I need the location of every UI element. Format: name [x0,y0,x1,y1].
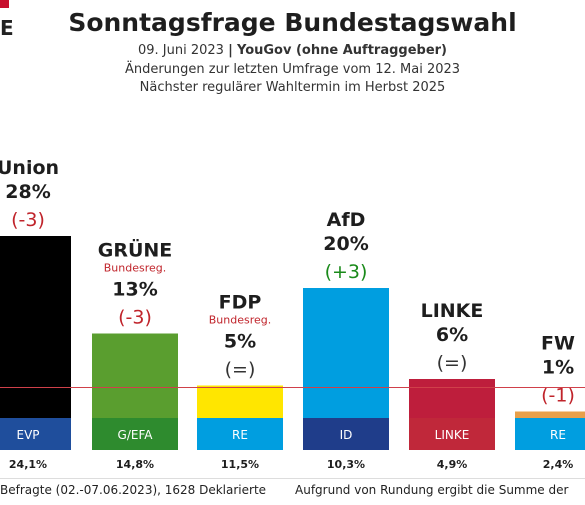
footer-rounding-note: Aufgrund von Rundung ergibt die Summe de… [295,483,569,497]
eu-group-label-fw: RE [550,428,566,442]
eu-group-box-linke [409,418,495,450]
changes-note: Änderungen zur letzten Umfrage vom 12. M… [124,62,461,77]
eu-value-afd: 10,3% [327,458,365,471]
eu-value-gr-ne: 14,8% [116,458,154,471]
gov-note-gr-ne: Bundesreg. [104,262,167,275]
change-label-afd: (+3) [325,261,368,283]
eu-group-label-fdp: RE [232,428,248,442]
eu-group-box-fdp [197,418,283,450]
eu-value-union: 24,1% [9,458,47,471]
footer-divider [0,478,585,479]
value-label-fdp: 5% [224,331,256,353]
gov-note-fdp: Bundesreg. [209,314,272,327]
change-label-fdp: (=) [225,359,256,381]
poll-source: YouGov (ohne Auftraggeber) [236,43,447,58]
party-label-afd: AfD [327,209,366,231]
separator: | [228,43,233,58]
eu-value-linke: 4,9% [437,458,468,471]
bar-fdp [197,385,283,418]
eu-group-box-fw [515,418,585,450]
value-label-fw: 1% [542,357,574,379]
next-election-note: Nächster regulärer Wahltermin im Herbst … [139,80,446,95]
change-label-fw: (-1) [541,385,575,407]
bar-fw [515,411,585,418]
eu-group-box-union [0,418,71,450]
change-label-gr-ne: (-3) [118,307,152,329]
value-label-afd: 20% [323,233,368,255]
eu-group-label-union: EVP [16,428,39,442]
bar-union [0,236,71,418]
logo-letter: E [0,16,14,40]
change-label-linke: (=) [437,352,468,374]
change-label-union: (-3) [11,209,45,231]
subtitle-date-source: 09. Juni 2023 | YouGov (ohne Auftraggebe… [0,43,585,58]
party-label-gr-ne: GRÜNE [98,238,173,262]
party-label-fw: FW [541,333,575,355]
bar-afd [303,288,389,418]
eu-value-fdp: 11,5% [221,458,259,471]
footer-sample-note: Befragte (02.-07.06.2023), 1628 Deklarie… [0,483,267,497]
party-label-fdp: FDP [219,292,262,314]
value-label-gr-ne: 13% [112,279,157,301]
bar-linke [409,379,495,418]
party-label-linke: LINKE [421,300,484,322]
value-label-linke: 6% [436,324,468,346]
eu-group-label-gr-ne: G/EFA [118,428,154,442]
chart-title: Sonntagsfrage Bundestagswahl [68,8,517,37]
eu-group-label-linke: LINKE [435,428,470,442]
bar-gr-ne [92,333,178,418]
logo-bar [0,0,9,8]
party-label-union: Union [0,157,59,179]
eu-group-box-gr-ne [92,418,178,450]
eu-value-fw: 2,4% [543,458,574,471]
eu-group-box-afd [303,418,389,450]
poll-date: 09. Juni 2023 [138,43,224,58]
value-label-union: 28% [5,181,50,203]
eu-group-label-afd: ID [340,428,353,442]
